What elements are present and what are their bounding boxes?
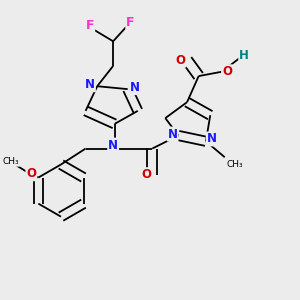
- Text: F: F: [126, 16, 135, 29]
- Text: N: N: [85, 78, 95, 91]
- Text: N: N: [168, 128, 178, 141]
- Text: H: H: [239, 49, 249, 62]
- Text: O: O: [222, 65, 232, 78]
- Text: F: F: [86, 19, 94, 32]
- Text: CH₃: CH₃: [226, 160, 243, 169]
- Text: O: O: [176, 54, 186, 67]
- Text: O: O: [142, 168, 152, 181]
- Text: N: N: [130, 81, 140, 94]
- Text: N: N: [207, 133, 217, 146]
- Text: CH₃: CH₃: [3, 157, 20, 166]
- Text: N: N: [108, 139, 118, 152]
- Text: O: O: [26, 167, 36, 180]
